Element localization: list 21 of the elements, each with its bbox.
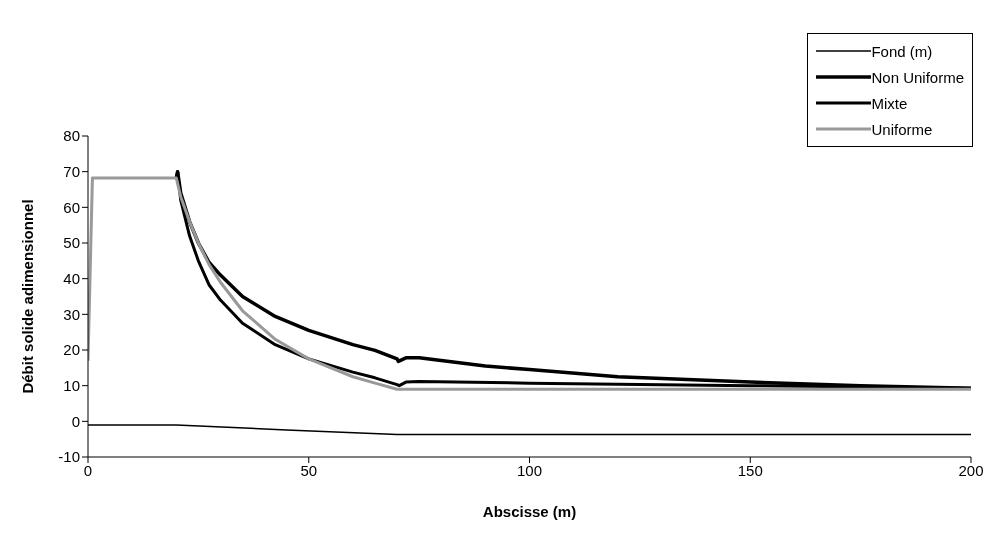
legend-label: Uniforme xyxy=(871,120,933,138)
x-tick-label: 200 xyxy=(958,461,984,479)
y-tick-label: 0 xyxy=(71,412,80,430)
y-axis-title: Débit solide adimensionnel xyxy=(19,199,37,394)
x-tick-label: 150 xyxy=(737,461,763,479)
y-tick-label: 80 xyxy=(63,127,80,145)
y-tick-label: -10 xyxy=(58,448,80,466)
y-tick-label: 70 xyxy=(63,162,80,180)
y-tick-label: 10 xyxy=(63,376,80,394)
x-tick-label: 0 xyxy=(83,461,93,479)
x-tick-label: 100 xyxy=(516,461,543,479)
legend-label: Non Uniforme xyxy=(871,68,964,86)
y-tick-label: 60 xyxy=(63,198,80,216)
x-tick-label: 50 xyxy=(300,461,318,479)
y-tick-label: 20 xyxy=(63,341,80,359)
x-axis-title: Abscisse (m) xyxy=(482,503,577,520)
y-tick-label: 30 xyxy=(63,305,80,323)
legend-label: Mixte xyxy=(871,94,908,112)
legend-label: Fond (m) xyxy=(871,42,933,60)
y-tick-label: 50 xyxy=(63,234,80,252)
y-tick-label: 40 xyxy=(63,269,80,287)
